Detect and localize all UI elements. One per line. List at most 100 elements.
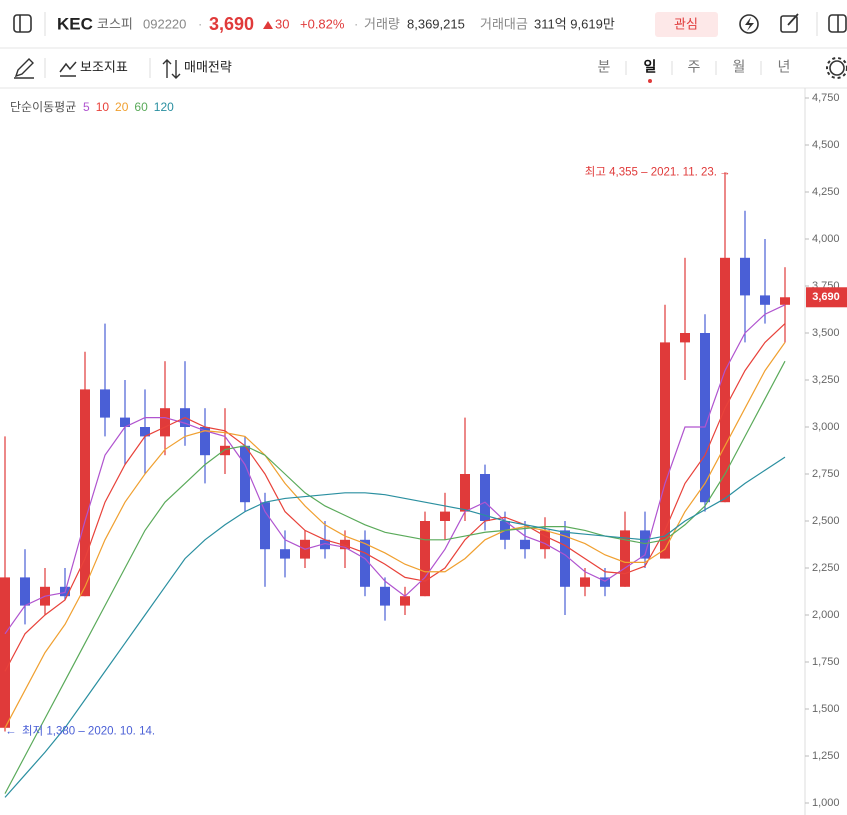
ma-line xyxy=(4,456,786,798)
candle-body xyxy=(440,511,450,521)
watch-label: 관심 xyxy=(674,16,698,31)
high-annotation: 최고 4,355 – 2021. 11. 23. xyxy=(585,165,717,178)
candle-body xyxy=(200,427,210,456)
candle-body xyxy=(400,596,410,606)
settings-icon[interactable] xyxy=(829,60,845,76)
change-pct: +0.82% xyxy=(300,16,345,31)
strategy-button[interactable]: 매매전략 xyxy=(184,59,232,74)
candle-body xyxy=(160,408,170,437)
stock-name: KEC xyxy=(57,14,93,33)
candle-body xyxy=(0,577,10,728)
candle-body xyxy=(660,342,670,559)
y-tick-label: 3,500 xyxy=(812,327,840,339)
draw-icon[interactable] xyxy=(14,58,34,79)
edit-pen xyxy=(787,13,799,26)
period-tab[interactable]: 년 xyxy=(778,59,791,75)
high-arrow: → xyxy=(719,166,731,178)
change: 30 xyxy=(275,16,289,31)
amount: 311억 9,619만 xyxy=(534,16,615,31)
indicators-button[interactable]: 보조지표 xyxy=(80,59,128,74)
low-arrow: ← xyxy=(5,726,17,738)
legend-entry: 20 xyxy=(115,100,129,114)
plot xyxy=(0,172,790,798)
candle-body xyxy=(20,577,30,606)
flash-bolt xyxy=(745,17,754,31)
candle-body xyxy=(640,530,650,559)
y-tick-label: 1,250 xyxy=(812,750,840,762)
legend-entry: 10 xyxy=(96,100,110,114)
strategy-icon[interactable] xyxy=(162,59,181,79)
candle-body xyxy=(280,549,290,559)
dot: · xyxy=(198,16,202,31)
candle-body xyxy=(100,389,110,418)
candle-body xyxy=(140,427,150,437)
candle-body xyxy=(700,333,710,503)
candle-body xyxy=(740,257,750,296)
period-tab[interactable]: 주 xyxy=(688,59,701,75)
candle-body xyxy=(760,295,770,305)
candle-body xyxy=(320,539,330,550)
code: 092220 xyxy=(143,16,186,31)
flash-icon[interactable] xyxy=(739,14,759,34)
candle-body xyxy=(420,521,430,597)
y-tick-label: 1,000 xyxy=(812,797,840,809)
low-annotation: 최저 1,380 – 2020. 10. 14. xyxy=(22,725,155,738)
watch-button[interactable] xyxy=(655,12,718,37)
sidebar-icon[interactable] xyxy=(13,14,32,33)
y-tick-label: 4,750 xyxy=(812,92,840,104)
candle-body xyxy=(120,417,130,427)
legend-entry: 5 xyxy=(83,100,90,114)
candle-body xyxy=(460,474,470,512)
candle-body xyxy=(220,445,230,456)
candle-body xyxy=(620,530,630,587)
candle-body xyxy=(240,445,250,503)
settings-teeth xyxy=(826,57,847,79)
period-tab[interactable]: 분 xyxy=(598,59,611,75)
candle-body xyxy=(680,333,690,343)
market: 코스피 xyxy=(97,16,133,31)
period-tab[interactable]: 월 xyxy=(733,59,746,75)
y-tick-label: 4,000 xyxy=(812,233,840,245)
up-arrow xyxy=(263,21,273,29)
legend-title: 단순이동평균 xyxy=(10,100,76,114)
legend-entry: 60 xyxy=(134,100,148,114)
ma-line xyxy=(4,323,786,672)
candle-body xyxy=(80,389,90,597)
y-tick-label: 2,500 xyxy=(812,515,840,527)
ma-line xyxy=(4,360,786,794)
y-tick-label: 2,250 xyxy=(812,562,840,574)
y-tick-label: 4,500 xyxy=(812,139,840,151)
y-tick-label: 3,000 xyxy=(812,421,840,433)
y-tick-label: 3,250 xyxy=(812,374,840,386)
legend-entry: 120 xyxy=(154,100,174,114)
y-tick-label: 1,500 xyxy=(812,703,840,715)
candle-body xyxy=(560,530,570,587)
dot: · xyxy=(354,16,358,31)
y-tick-label: 2,000 xyxy=(812,609,840,621)
y-tick-label: 1,750 xyxy=(812,656,840,668)
candle-body xyxy=(720,257,730,503)
indicator-icon[interactable] xyxy=(59,61,77,73)
candle-body xyxy=(480,474,490,521)
candle-body xyxy=(540,530,550,550)
candle-body xyxy=(520,539,530,550)
price-tag xyxy=(806,287,847,308)
volume: 8,369,215 xyxy=(407,16,465,31)
period-tab[interactable]: 일 xyxy=(644,59,657,75)
y-tick-label: 4,250 xyxy=(812,186,840,198)
candle-body xyxy=(360,539,370,587)
active-dot xyxy=(648,79,652,83)
candle-body xyxy=(380,586,390,606)
candle-body xyxy=(340,539,350,550)
ma-line xyxy=(4,342,786,729)
candle-body xyxy=(780,297,790,305)
candle-body xyxy=(600,577,610,587)
price-tag-label: 3,690 xyxy=(812,291,840,303)
candle-body xyxy=(260,502,270,550)
y-tick-label: 2,750 xyxy=(812,468,840,480)
amount-label: 거래대금 xyxy=(480,16,528,31)
edit-icon[interactable] xyxy=(780,15,798,33)
